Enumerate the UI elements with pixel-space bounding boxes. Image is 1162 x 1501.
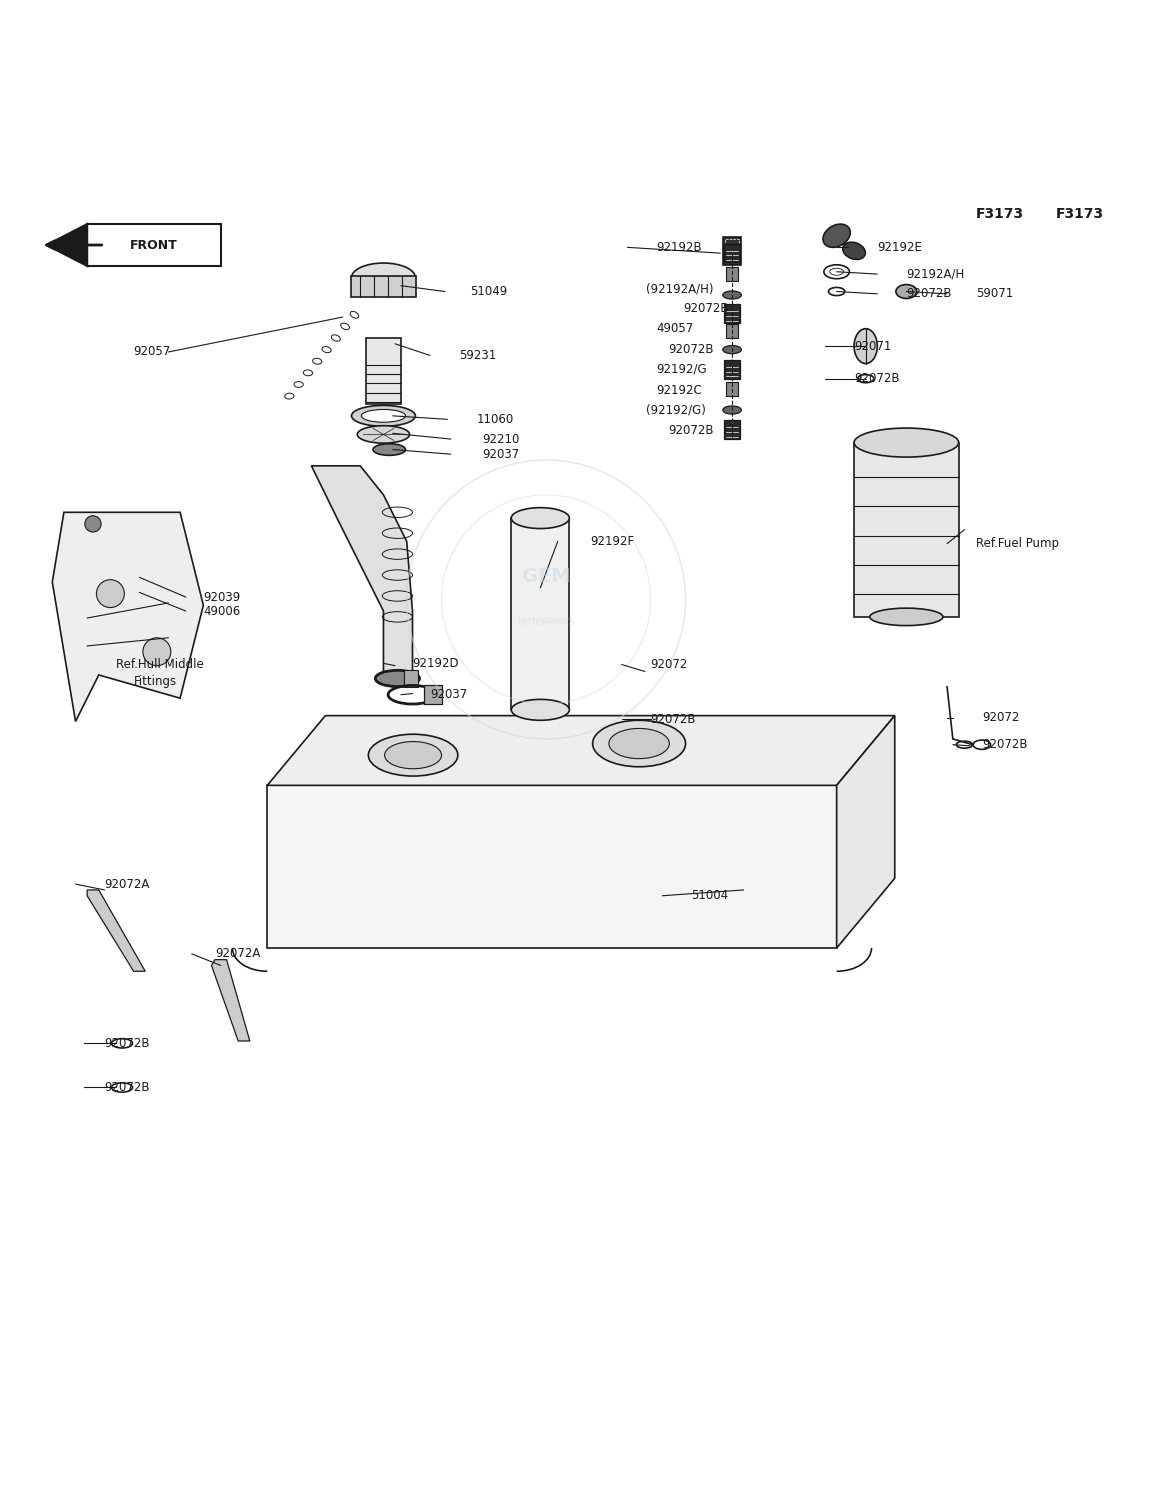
Text: 59231: 59231 [459, 348, 496, 362]
Text: 92192C: 92192C [657, 384, 702, 396]
Bar [404, 671, 418, 686]
Bar [724, 420, 740, 440]
Ellipse shape [869, 608, 944, 626]
Text: 92210: 92210 [482, 432, 519, 446]
Text: Ref.Hull Middle: Ref.Hull Middle [116, 657, 205, 671]
Ellipse shape [368, 734, 458, 776]
Ellipse shape [854, 329, 877, 363]
Polygon shape [837, 716, 895, 949]
Ellipse shape [361, 410, 406, 422]
Text: 59071: 59071 [976, 287, 1013, 300]
Text: 92071: 92071 [854, 339, 891, 353]
Ellipse shape [609, 728, 669, 758]
Polygon shape [267, 785, 837, 949]
Polygon shape [46, 224, 87, 266]
Circle shape [85, 516, 101, 531]
Text: 51004: 51004 [691, 889, 729, 902]
Text: 92039: 92039 [203, 590, 241, 603]
Text: Fittings: Fittings [134, 675, 177, 689]
Text: 92072B: 92072B [651, 713, 696, 725]
Bar [724, 243, 740, 263]
Bar [726, 324, 738, 338]
Text: 92072B: 92072B [668, 344, 713, 356]
Ellipse shape [358, 426, 410, 443]
Ellipse shape [854, 428, 959, 458]
Bar [424, 686, 442, 704]
Text: 92072A: 92072A [105, 878, 150, 890]
Ellipse shape [352, 405, 416, 426]
Text: 92192B: 92192B [657, 240, 702, 254]
Text: 92192F: 92192F [590, 534, 634, 548]
Bar [724, 360, 740, 378]
Text: 49006: 49006 [203, 605, 241, 617]
Ellipse shape [823, 224, 851, 248]
Bar [726, 383, 738, 396]
Ellipse shape [842, 242, 866, 260]
Ellipse shape [723, 405, 741, 414]
Circle shape [96, 579, 124, 608]
Text: 92072B: 92072B [683, 302, 729, 315]
Text: 92037: 92037 [430, 689, 467, 701]
Bar [511, 518, 569, 710]
Text: 92072B: 92072B [105, 1081, 150, 1094]
Text: MOTORPARTS: MOTORPARTS [517, 618, 575, 627]
Text: 92072B: 92072B [854, 372, 899, 386]
Bar [726, 267, 738, 281]
Polygon shape [211, 959, 250, 1042]
Text: 92057: 92057 [134, 345, 171, 359]
Text: 92072B: 92072B [105, 1037, 150, 1049]
Bar [854, 443, 959, 617]
Text: 92192D: 92192D [413, 657, 459, 669]
Ellipse shape [511, 699, 569, 720]
Text: F3173: F3173 [1056, 207, 1104, 221]
Text: GEM: GEM [522, 567, 571, 585]
Ellipse shape [352, 263, 416, 293]
Text: 92072: 92072 [651, 657, 688, 671]
Text: 92192/G: 92192/G [657, 363, 708, 375]
Circle shape [143, 638, 171, 665]
Ellipse shape [593, 720, 686, 767]
Text: F3173: F3173 [976, 207, 1024, 221]
Text: 11060: 11060 [476, 413, 514, 426]
Text: 92072: 92072 [982, 711, 1019, 725]
Text: 92072B: 92072B [906, 287, 952, 300]
Bar [726, 306, 738, 314]
Ellipse shape [723, 291, 741, 299]
Text: 51049: 51049 [471, 285, 508, 299]
Text: (92192/G): (92192/G) [646, 404, 706, 417]
Text: (92192A/H): (92192A/H) [646, 282, 713, 296]
Polygon shape [87, 890, 145, 971]
Text: 92072A: 92072A [215, 947, 260, 961]
Ellipse shape [385, 741, 442, 769]
Ellipse shape [375, 671, 419, 686]
Polygon shape [311, 465, 413, 675]
Ellipse shape [511, 507, 569, 528]
Bar [725, 239, 739, 263]
Text: 92072B: 92072B [668, 425, 713, 437]
Bar [724, 305, 740, 323]
Text: Ref.Fuel Pump: Ref.Fuel Pump [976, 537, 1059, 551]
Ellipse shape [896, 285, 917, 299]
Text: 49057: 49057 [657, 323, 694, 335]
Text: 92192E: 92192E [877, 240, 923, 254]
Ellipse shape [723, 345, 741, 354]
Text: 92037: 92037 [482, 447, 519, 461]
Ellipse shape [373, 444, 406, 455]
FancyBboxPatch shape [87, 224, 221, 266]
Polygon shape [52, 512, 203, 722]
Bar [351, 276, 416, 297]
Text: FRONT: FRONT [129, 239, 178, 252]
Polygon shape [267, 716, 895, 785]
Text: 92072B: 92072B [982, 738, 1027, 750]
Polygon shape [366, 338, 401, 404]
Text: 92192A/H: 92192A/H [906, 267, 964, 281]
Bar [723, 237, 741, 264]
